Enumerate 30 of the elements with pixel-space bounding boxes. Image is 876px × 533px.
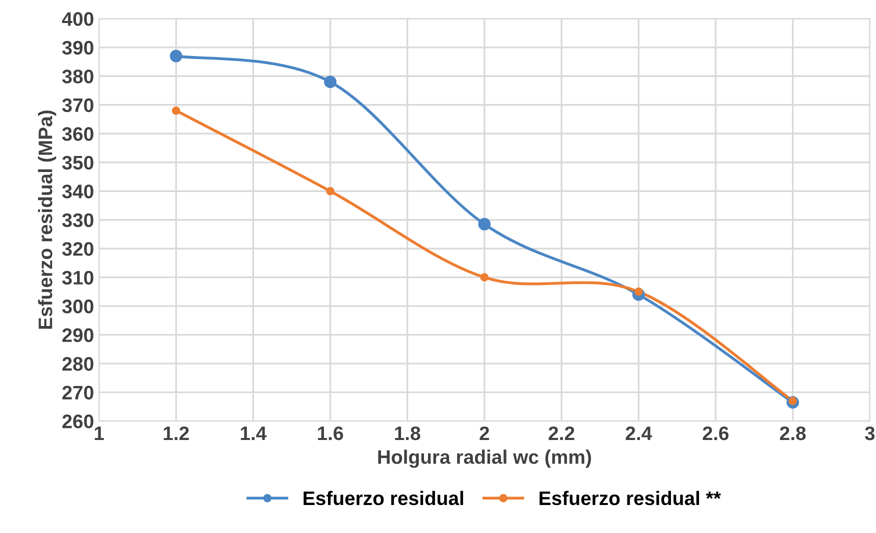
- y-tick-label: 380: [62, 70, 94, 84]
- x-tick-label: 2.2: [548, 426, 574, 440]
- y-tick-label: 300: [62, 300, 94, 314]
- x-tick-label: 1: [94, 426, 104, 440]
- y-tick-label: 360: [62, 127, 94, 141]
- y-tick-label: 320: [62, 242, 94, 256]
- y-tick-label: 290: [62, 328, 94, 342]
- y-tick-label: 350: [62, 156, 94, 170]
- legend-label: Esfuerzo residual **: [540, 490, 721, 506]
- y-tick-label: 330: [62, 213, 94, 228]
- x-tick-label: 3: [864, 426, 875, 440]
- y-tick-label: 280: [62, 357, 94, 371]
- y-tick-label: 400: [62, 12, 94, 26]
- x-tick-label: 2: [480, 426, 490, 440]
- x-tick-label: 2.8: [780, 426, 806, 440]
- x-tick-label: 1.6: [318, 426, 344, 440]
- x-tick-label: 2.6: [702, 426, 729, 440]
- y-tick-label: 340: [62, 184, 94, 198]
- x-tick-label: 1.8: [395, 426, 420, 440]
- x-tick-label: 1.4: [240, 426, 267, 440]
- x-axis-title: Holgura radial wc (mm): [378, 450, 591, 468]
- y-tick-label: 310: [62, 270, 94, 285]
- x-tick-label: 2.4: [626, 426, 652, 440]
- legend-label: Esfuerzo residual: [304, 490, 464, 506]
- y-axis-title: Esfuerzo residual (MPa): [38, 110, 56, 329]
- y-tick-label: 270: [62, 386, 94, 400]
- y-tick-label: 260: [62, 414, 94, 428]
- x-tick-label: 1.2: [164, 426, 189, 440]
- y-tick-label: 390: [62, 40, 94, 55]
- y-tick-label: 370: [62, 98, 94, 112]
